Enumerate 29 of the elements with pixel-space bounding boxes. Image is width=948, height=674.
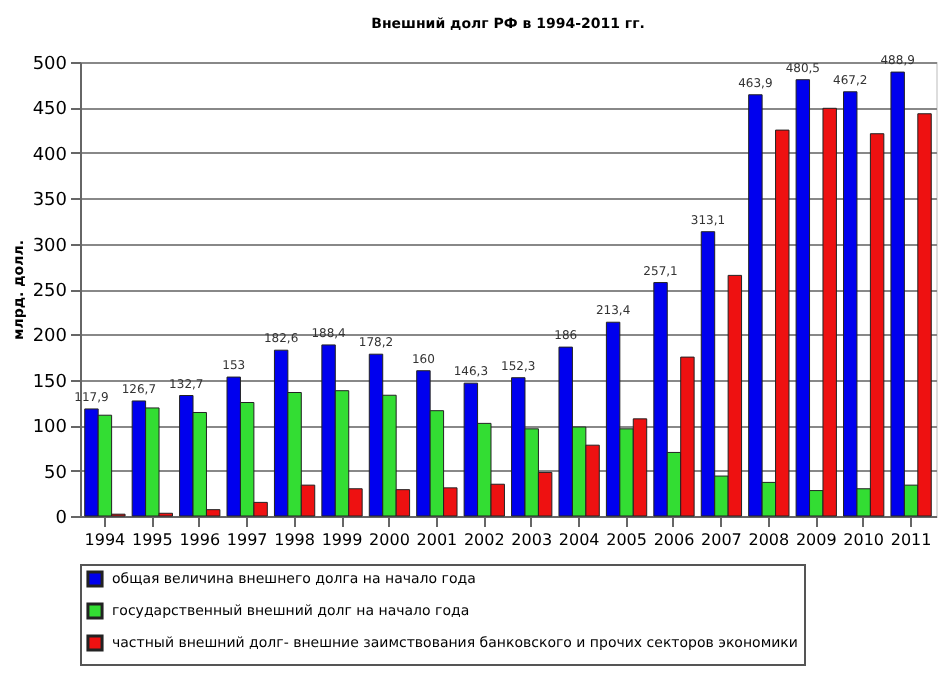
y-tick-label: 300 xyxy=(32,236,68,257)
x-tick-label: 1997 xyxy=(226,531,268,549)
y-tick-label: 250 xyxy=(32,282,68,302)
x-tick-label: 1996 xyxy=(179,531,221,549)
x-tick-label: 2010 xyxy=(843,531,885,549)
x-tick-label: 2006 xyxy=(653,531,695,549)
x-tick-label: 2009 xyxy=(795,531,837,549)
y-tick-label: 0 xyxy=(55,509,68,529)
x-tick-label: 2007 xyxy=(701,531,742,549)
x-tick-label: 2001 xyxy=(416,531,458,549)
y-tick-label: 350 xyxy=(32,191,68,212)
y-tick-label: 150 xyxy=(32,372,68,393)
x-tick-label: 1998 xyxy=(274,531,315,549)
y-tick-label: 50 xyxy=(44,463,68,484)
y-tick-label: 400 xyxy=(32,145,68,166)
x-tick-label: 2004 xyxy=(558,531,600,549)
x-tick-label: 2003 xyxy=(511,531,553,549)
x-tick-label: 2002 xyxy=(463,531,505,549)
y-tick-label: 500 xyxy=(32,55,68,75)
y-tick-label: 100 xyxy=(32,418,68,439)
x-tick-label: 1994 xyxy=(84,531,126,549)
y-tick-label: 450 xyxy=(32,100,68,121)
y-tick-label: 200 xyxy=(32,327,68,348)
x-tick-label: 2005 xyxy=(606,531,647,549)
x-tick-label: 2000 xyxy=(369,531,410,549)
x-tick-label: 2008 xyxy=(748,531,790,549)
x-tick-label: 1999 xyxy=(321,531,363,549)
x-tick-label: 1995 xyxy=(131,531,173,549)
x-tick-label: 2011 xyxy=(890,531,932,549)
